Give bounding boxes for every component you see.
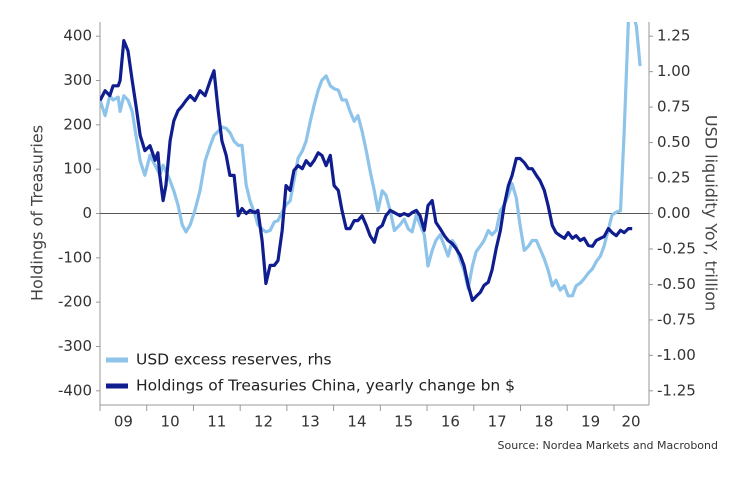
y-tick-label: 100	[63, 160, 92, 178]
series-line	[100, 39, 633, 302]
x-tick-label: 14	[347, 413, 366, 431]
series-line	[100, 22, 642, 298]
x-tick-label: 17	[488, 413, 507, 431]
y2-tick-label: -1.00	[657, 346, 696, 364]
y2-tick-label: -0.75	[657, 310, 696, 328]
y2-tick-label: 0.50	[657, 133, 690, 151]
y2-tick-label: 1.25	[657, 27, 690, 45]
x-tick-label: 19	[581, 413, 600, 431]
x-tick-label: 16	[441, 413, 460, 431]
plot-area	[100, 22, 642, 302]
legend-label: USD excess reserves, rhs	[136, 351, 332, 369]
y-tick-label: 300	[63, 71, 92, 89]
y2-axis-title: USD liquidity YoY, trillion	[702, 115, 721, 311]
y-tick-label: -100	[58, 248, 92, 266]
y-tick-label: 400	[63, 27, 92, 45]
y-tick-label: -300	[58, 337, 92, 355]
x-tick-label: 11	[207, 413, 226, 431]
y2-tick-label: -1.25	[657, 381, 696, 399]
y2-tick-label: 0.75	[657, 98, 690, 116]
y-tick-label: -200	[58, 293, 92, 311]
legend-label: Holdings of Treasuries China, yearly cha…	[136, 377, 515, 395]
x-tick-label: 18	[534, 413, 553, 431]
x-tick-label: 20	[621, 413, 640, 431]
y-tick-label: 200	[63, 115, 92, 133]
x-tick-label: 10	[161, 413, 180, 431]
x-tick-label: 12	[254, 413, 273, 431]
y2-tick-label: -0.25	[657, 239, 696, 257]
y2-tick-label: 0.00	[657, 204, 690, 222]
y2-tick-label: 0.25	[657, 169, 690, 187]
y-axis-title: Holdings of Treasuries	[28, 125, 47, 301]
y-tick-label: 0	[82, 204, 92, 222]
x-tick-label: 15	[394, 413, 413, 431]
y2-tick-label: -0.50	[657, 275, 696, 293]
y-tick-label: -400	[58, 381, 92, 399]
x-tick-label: 13	[301, 413, 320, 431]
y2-tick-label: 1.00	[657, 62, 690, 80]
source: Source: Nordea Markets and Macrobond	[498, 439, 718, 452]
x-tick-label: 09	[114, 413, 133, 431]
